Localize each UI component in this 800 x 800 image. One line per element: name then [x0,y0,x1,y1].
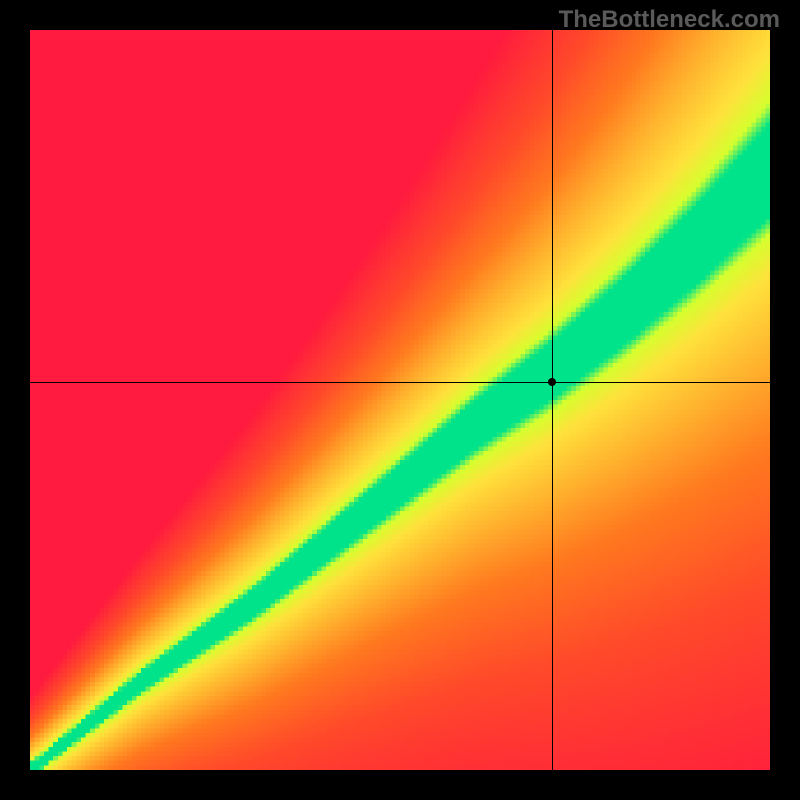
crosshair-marker [548,378,556,386]
heatmap-canvas [30,30,770,770]
crosshair-horizontal [30,382,770,383]
figure-container: TheBottleneck.com [0,0,800,800]
plot-area [30,30,770,770]
crosshair-vertical [552,30,553,770]
watermark-text: TheBottleneck.com [559,6,780,34]
